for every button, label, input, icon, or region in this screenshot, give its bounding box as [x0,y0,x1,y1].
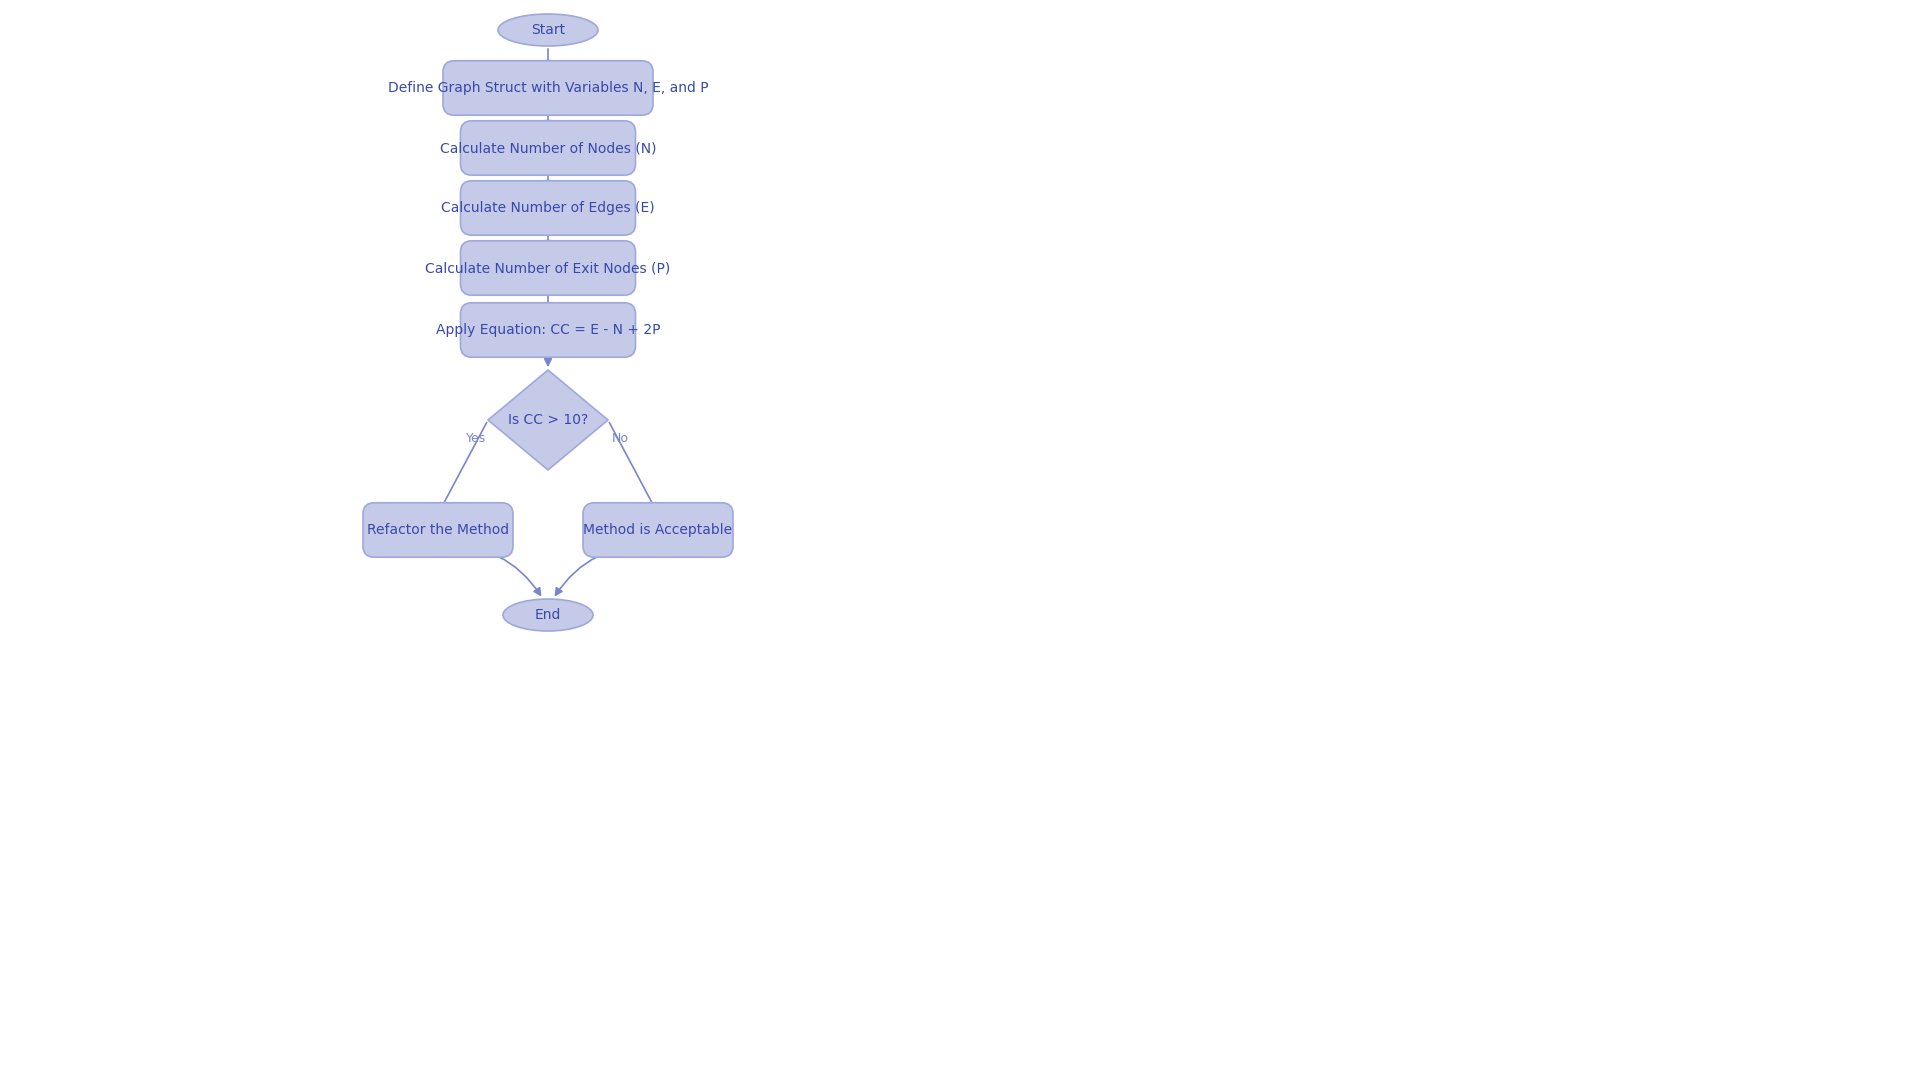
Text: Yes: Yes [467,432,486,445]
Text: Is CC > 10?: Is CC > 10? [509,413,588,427]
Text: End: End [536,608,561,622]
Text: Start: Start [532,23,564,37]
Text: Method is Acceptable: Method is Acceptable [584,523,733,537]
Text: No: No [611,432,628,445]
Text: Calculate Number of Exit Nodes (P): Calculate Number of Exit Nodes (P) [426,261,670,275]
Text: Calculate Number of Edges (E): Calculate Number of Edges (E) [442,201,655,215]
FancyBboxPatch shape [461,302,636,357]
FancyBboxPatch shape [363,503,513,557]
FancyBboxPatch shape [444,60,653,116]
Text: Apply Equation: CC = E - N + 2P: Apply Equation: CC = E - N + 2P [436,323,660,337]
Polygon shape [488,370,609,470]
Ellipse shape [497,14,597,46]
FancyBboxPatch shape [584,503,733,557]
FancyBboxPatch shape [461,121,636,175]
FancyBboxPatch shape [461,241,636,295]
FancyBboxPatch shape [461,180,636,235]
Text: Define Graph Struct with Variables N, E, and P: Define Graph Struct with Variables N, E,… [388,81,708,95]
Text: Refactor the Method: Refactor the Method [367,523,509,537]
Ellipse shape [503,599,593,631]
Text: Calculate Number of Nodes (N): Calculate Number of Nodes (N) [440,141,657,156]
